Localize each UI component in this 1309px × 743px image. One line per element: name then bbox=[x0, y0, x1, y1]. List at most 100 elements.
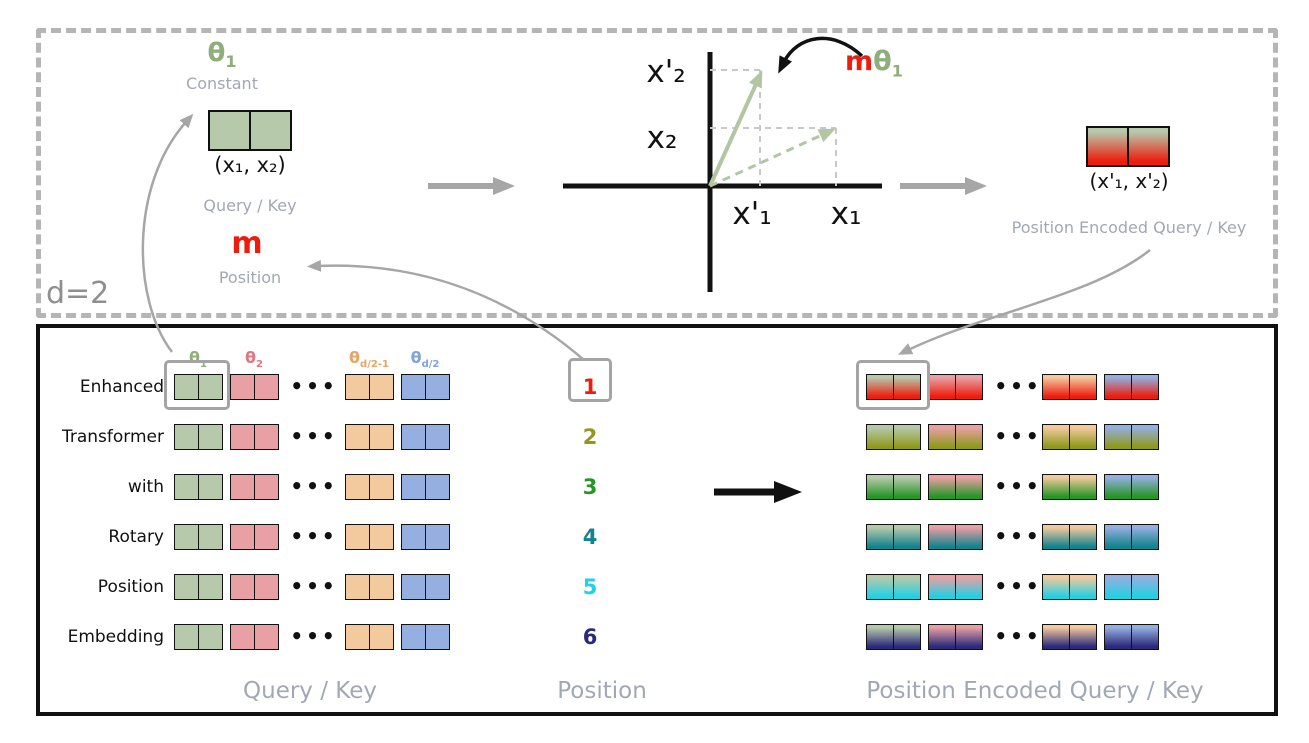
encoded-theta-d2-cells bbox=[1104, 374, 1159, 400]
ellipsis: ••• bbox=[994, 474, 1042, 498]
cell bbox=[1104, 574, 1132, 600]
encoded-theta2-cells bbox=[928, 424, 983, 450]
cell bbox=[424, 624, 450, 650]
theta-d2m1-cells bbox=[345, 524, 394, 550]
encoded-theta2-cells bbox=[928, 474, 983, 500]
cell bbox=[1068, 374, 1097, 400]
cell bbox=[1042, 424, 1070, 450]
token-label: Position bbox=[97, 577, 164, 597]
cell bbox=[345, 474, 370, 500]
cell bbox=[928, 574, 956, 600]
cell bbox=[174, 574, 199, 600]
cell bbox=[892, 474, 921, 500]
cell bbox=[954, 524, 983, 550]
position-number: 5 bbox=[582, 575, 598, 599]
cell bbox=[928, 524, 956, 550]
cell bbox=[1127, 126, 1170, 167]
encoded-theta-d2-cells bbox=[1104, 574, 1159, 600]
ellipsis: ••• bbox=[994, 524, 1042, 548]
cell bbox=[1042, 474, 1070, 500]
cell bbox=[401, 574, 426, 600]
cell bbox=[928, 424, 956, 450]
highlight-encoded-pair bbox=[856, 360, 930, 410]
ellipsis: ••• bbox=[290, 524, 338, 548]
encoded-caption: Position Encoded Query / Key bbox=[1011, 218, 1247, 237]
theta2-cells bbox=[230, 424, 279, 450]
cell bbox=[253, 624, 279, 650]
theta-d2m1-cells bbox=[345, 474, 394, 500]
cell bbox=[197, 624, 223, 650]
cell bbox=[1104, 374, 1132, 400]
cell bbox=[174, 624, 199, 650]
cell bbox=[253, 474, 279, 500]
encoded-theta-d2m1-cells bbox=[1042, 574, 1097, 600]
cell bbox=[1130, 374, 1159, 400]
cell bbox=[1130, 424, 1159, 450]
cell bbox=[954, 574, 983, 600]
cell bbox=[954, 374, 983, 400]
theta-d2m1-header: θd/2-1 bbox=[349, 348, 389, 371]
embedding-row: Enhanced ••• 1 ••• bbox=[40, 374, 1274, 400]
cell bbox=[866, 624, 894, 650]
cell bbox=[424, 474, 450, 500]
encoded-query-key-box bbox=[1086, 126, 1170, 167]
encoded-footer: Position Encoded Query / Key bbox=[866, 678, 1204, 704]
encoded-theta1-cells bbox=[866, 424, 921, 450]
theta-d2m1-cells bbox=[345, 424, 394, 450]
position-number: 3 bbox=[582, 475, 598, 499]
cell bbox=[174, 474, 199, 500]
cell bbox=[1068, 424, 1097, 450]
query-key-box bbox=[208, 110, 292, 151]
cell bbox=[954, 424, 983, 450]
constant-caption: Constant bbox=[186, 74, 258, 93]
cell bbox=[866, 474, 894, 500]
query-key-caption: Query / Key bbox=[203, 196, 297, 215]
cell bbox=[208, 110, 251, 151]
cell bbox=[892, 524, 921, 550]
theta1-cells bbox=[174, 524, 223, 550]
cell bbox=[368, 374, 394, 400]
cell bbox=[1104, 624, 1132, 650]
ellipsis: ••• bbox=[994, 424, 1042, 448]
encoded-theta1-cells bbox=[866, 524, 921, 550]
ellipsis: ••• bbox=[290, 474, 338, 498]
cell bbox=[230, 374, 255, 400]
cell bbox=[345, 374, 370, 400]
cell bbox=[197, 524, 223, 550]
query-key-footer: Query / Key bbox=[243, 678, 377, 704]
theta2-cells bbox=[230, 524, 279, 550]
cell bbox=[230, 574, 255, 600]
axis-label-x1: x₁ bbox=[830, 196, 862, 232]
embedding-row: Rotary ••• 4 ••• bbox=[40, 524, 1274, 550]
encoded-theta1-cells bbox=[866, 374, 921, 400]
cell bbox=[401, 374, 426, 400]
position-number: 6 bbox=[582, 625, 598, 649]
cell bbox=[230, 524, 255, 550]
embedding-row: Embedding ••• 6 ••• bbox=[40, 624, 1274, 650]
theta1-cells bbox=[174, 624, 223, 650]
m-position-label: m bbox=[231, 226, 263, 261]
theta2-cells bbox=[230, 574, 279, 600]
highlight-theta1-pair bbox=[164, 360, 230, 410]
cell bbox=[401, 524, 426, 550]
cell bbox=[892, 424, 921, 450]
ellipsis: ••• bbox=[994, 624, 1042, 648]
cell bbox=[230, 474, 255, 500]
cell bbox=[1104, 524, 1132, 550]
theta-d2-cells bbox=[401, 374, 450, 400]
cell bbox=[424, 374, 450, 400]
theta2-header: θ2 bbox=[245, 348, 263, 371]
encoded-theta2-cells bbox=[928, 374, 983, 400]
encoded-theta1-cells bbox=[866, 624, 921, 650]
cell bbox=[401, 624, 426, 650]
cell bbox=[928, 624, 956, 650]
cell bbox=[368, 474, 394, 500]
ellipsis: ••• bbox=[290, 424, 338, 448]
cell bbox=[230, 424, 255, 450]
cell bbox=[866, 424, 894, 450]
cell bbox=[345, 524, 370, 550]
position-number: 2 bbox=[582, 425, 598, 449]
position-number: 4 bbox=[582, 525, 598, 549]
cell bbox=[1130, 574, 1159, 600]
